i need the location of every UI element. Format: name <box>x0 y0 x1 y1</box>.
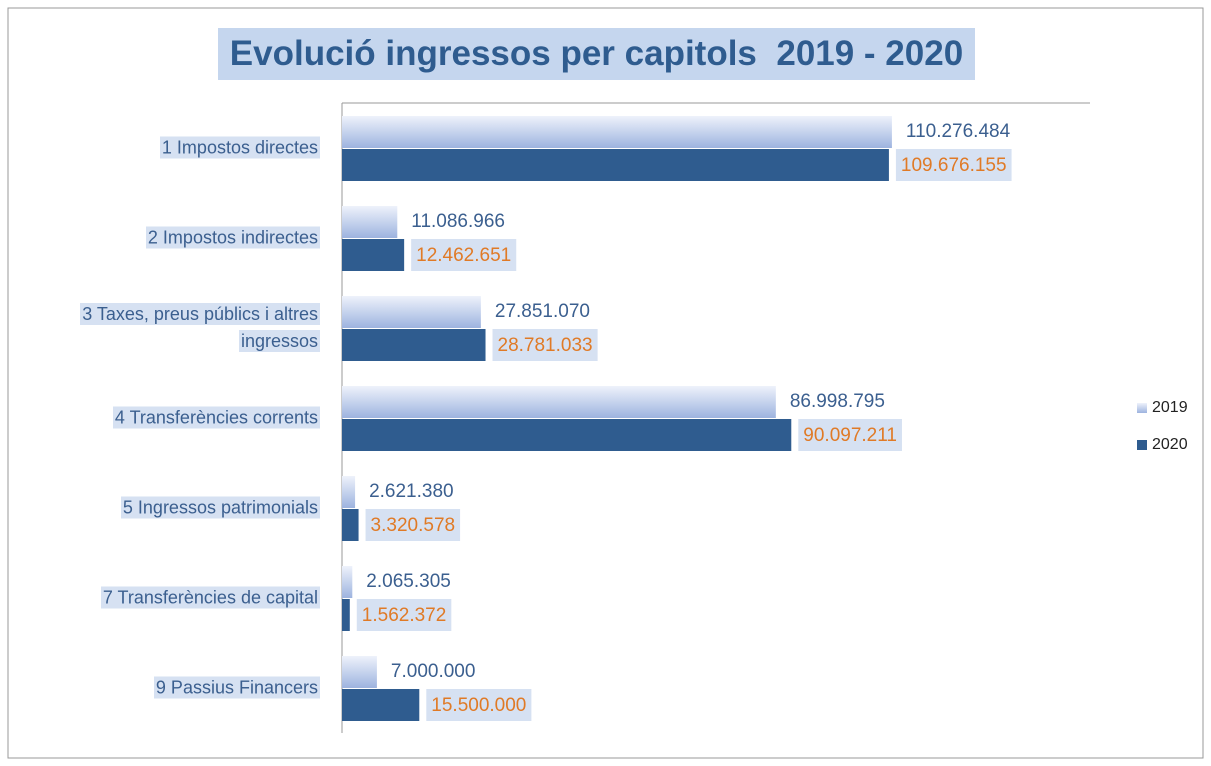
legend-label: 2019 <box>1152 399 1188 416</box>
bar <box>342 149 889 181</box>
bar <box>342 329 486 361</box>
frame <box>7 7 1204 759</box>
value-label: 2.065.305 <box>366 571 451 592</box>
value-label-bg <box>426 689 532 721</box>
value-label: 109.676.155 <box>901 155 1007 176</box>
bar <box>342 239 405 271</box>
legend-label: 2020 <box>1152 436 1188 453</box>
value-label: 1.562.372 <box>362 605 447 626</box>
category-text: 1 Impostos directes <box>159 136 320 159</box>
bar <box>342 419 792 451</box>
bar <box>342 509 359 541</box>
value-label: 7.000.000 <box>391 661 476 682</box>
category-label: 2 Impostos indirectes <box>40 225 320 252</box>
legend-swatch <box>1137 440 1147 450</box>
bar <box>342 656 377 688</box>
category-label: 1 Impostos directes <box>40 135 320 162</box>
bar <box>342 386 776 418</box>
value-label-bg <box>798 419 902 451</box>
value-label: 90.097.211 <box>803 425 897 446</box>
value-label: 110.276.484 <box>906 121 1011 142</box>
category-text: 5 Ingressos patrimonials <box>120 496 320 519</box>
bar <box>342 476 356 508</box>
bar <box>342 206 398 238</box>
category-text: 2 Impostos indirectes <box>145 226 320 249</box>
value-label: 15.500.000 <box>431 695 526 716</box>
category-text: 9 Passius Financers <box>153 676 320 699</box>
value-label-bg <box>411 239 517 271</box>
category-label: 9 Passius Financers <box>40 675 320 702</box>
bar <box>342 116 892 148</box>
value-label: 27.851.070 <box>495 301 590 322</box>
category-text: 3 Taxes, preus públics i altres ingresso… <box>80 303 320 352</box>
value-label-bg <box>895 149 1012 181</box>
category-text: 7 Transferències de capital <box>100 586 320 609</box>
bar <box>342 566 353 598</box>
category-label: 3 Taxes, preus públics i altres ingresso… <box>40 301 320 355</box>
value-label-bg <box>365 509 461 541</box>
legend-swatch <box>1137 403 1147 413</box>
category-text: 4 Transferències corrents <box>112 406 320 429</box>
value-label: 28.781.033 <box>498 335 593 356</box>
value-label: 3.320.578 <box>371 515 456 536</box>
bar <box>342 296 481 328</box>
value-label: 12.462.651 <box>416 245 511 266</box>
value-label: 2.621.380 <box>369 481 454 502</box>
bar <box>342 599 350 631</box>
category-label: 7 Transferències de capital <box>40 585 320 612</box>
value-label-bg <box>492 329 598 361</box>
chart-title: Evolució ingressos per capitols 2019 - 2… <box>218 28 975 80</box>
value-label: 11.086.966 <box>411 211 505 232</box>
value-label: 86.998.795 <box>790 391 885 412</box>
category-label: 5 Ingressos patrimonials <box>40 495 320 522</box>
value-label-bg <box>356 599 452 631</box>
bar <box>342 689 420 721</box>
category-label: 4 Transferències corrents <box>40 405 320 432</box>
